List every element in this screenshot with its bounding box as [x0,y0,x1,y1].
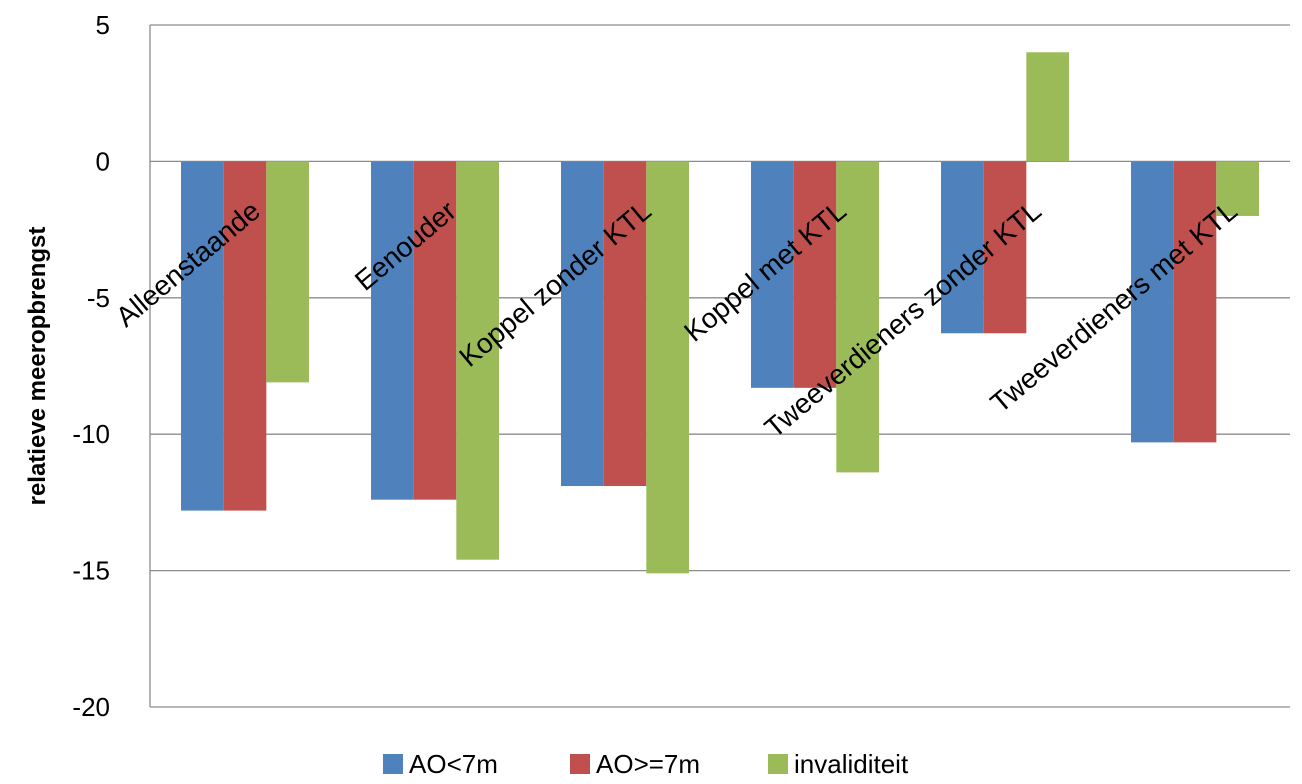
y-tick-label: -15 [72,556,110,586]
bar-AO<7m-3 [751,161,794,388]
bar-AO<7m-5 [1131,161,1174,443]
bar-AO>=7m-3 [793,161,837,388]
bar-invaliditeit-0 [266,161,309,383]
y-axis-ticks: 5 0 -5 -10 -15 -20 [72,10,110,722]
legend: AO<7m AO>=7m invaliditeit [383,749,909,779]
y-tick-label: -10 [72,419,110,449]
bar-invaliditeit-5 [1216,161,1259,216]
legend-swatch [768,754,788,774]
legend-swatch [383,754,403,774]
bar-AO<7m-1 [371,161,414,500]
bar-AO>=7m-2 [603,161,647,487]
bar-invaliditeit-2 [646,161,689,574]
legend-label: invaliditeit [794,749,909,779]
bar-AO>=7m-1 [413,161,457,500]
y-tick-label: -5 [87,283,110,313]
bar-invaliditeit-1 [456,161,499,560]
legend-label: AO<7m [409,749,498,779]
bar-AO<7m-2 [561,161,604,487]
bar-invaliditeit-3 [836,161,879,473]
y-tick-label: 0 [96,146,110,176]
gridlines [149,24,1290,708]
y-axis-label: relatieve meeropbrengst [24,227,51,506]
y-tick-label: -20 [72,692,110,722]
legend-swatch [570,754,590,774]
bar-AO<7m-4 [941,161,984,334]
bar-AO>=7m-0 [223,161,267,511]
bar-AO<7m-0 [181,161,224,511]
y-tick-label: 5 [96,10,110,40]
bar-AO>=7m-4 [983,161,1027,334]
bar-invaliditeit-4 [1026,52,1069,162]
bar-AO>=7m-5 [1173,161,1217,443]
bars [181,52,1259,574]
legend-label: AO>=7m [596,749,700,779]
